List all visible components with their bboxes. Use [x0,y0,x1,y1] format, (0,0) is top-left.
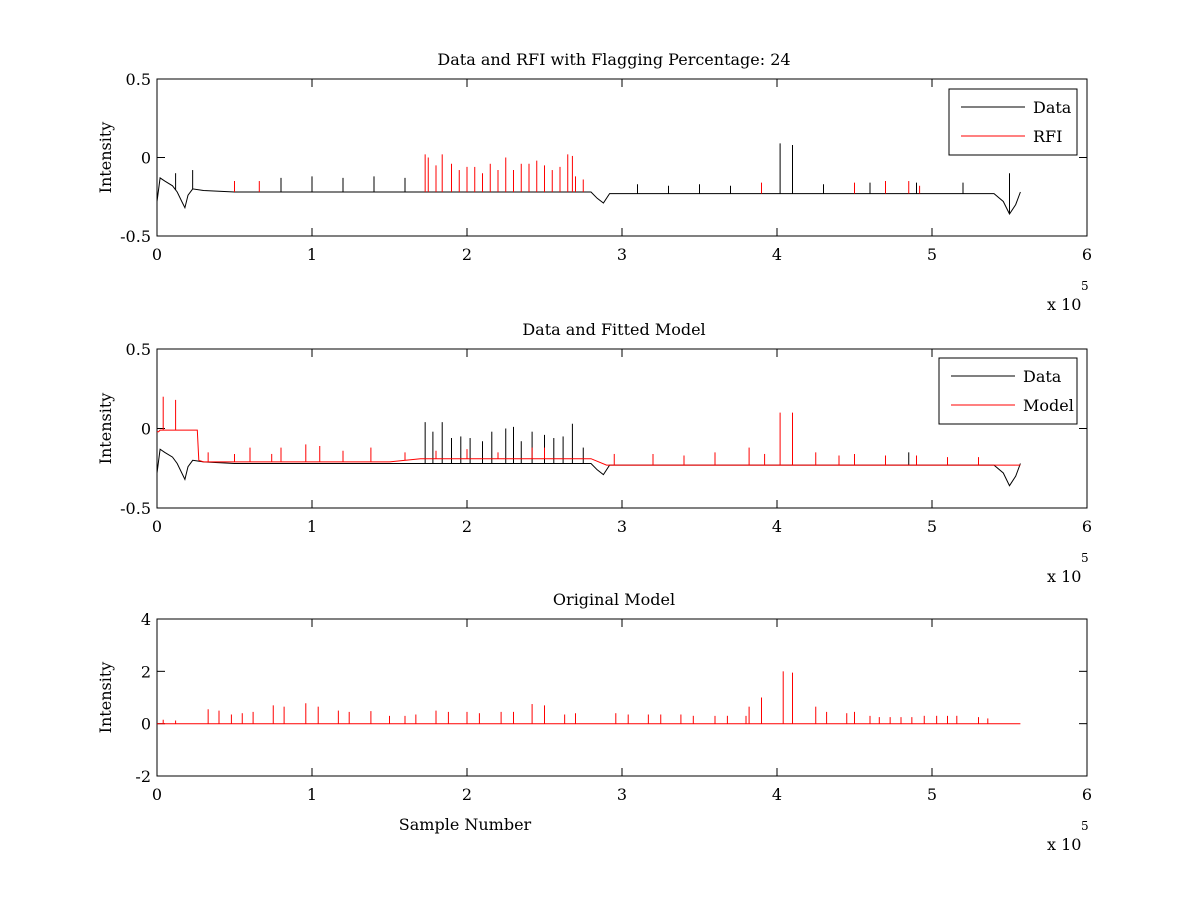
x-tick-label: 3 [617,785,627,804]
x-tick-label: 5 [927,517,937,536]
x-tick-label: 3 [617,517,627,536]
x-tick-label: 1 [307,517,317,536]
y-tick-label: -2 [135,767,151,786]
x-tick-label: 5 [927,245,937,264]
x-tick-label: 0 [152,245,162,264]
x-tick-label: 4 [772,517,782,536]
legend-entry-label: Data [1023,367,1062,386]
y-tick-label: 0 [141,715,151,734]
y-tick-label: 0.5 [126,340,151,359]
x-tick-label: 0 [152,517,162,536]
x-tick-label: 4 [772,785,782,804]
legend-box [938,357,1078,425]
x-tick-label: 2 [462,517,472,536]
legend-entry-label: Data [1033,98,1072,117]
y-axis-label: Intensity [96,122,115,194]
x-tick-label: 4 [772,245,782,264]
y-axis-label: Intensity [96,662,115,734]
x-multiplier-label: x 10 [1047,567,1081,586]
x-tick-label: 2 [462,785,472,804]
x-multiplier-exponent: 5 [1081,819,1089,833]
series-line-model [157,429,1021,466]
x-tick-label: 6 [1082,785,1092,804]
legend-box [948,88,1078,156]
x-multiplier-label: x 10 [1047,295,1081,314]
x-tick-label: 1 [307,245,317,264]
y-tick-label: 0 [141,420,151,439]
x-tick-label: 2 [462,245,472,264]
series-model [157,396,1021,466]
legend: Data Model [938,357,1078,425]
y-tick-label: 0.5 [126,70,151,89]
y-axis-label: Intensity [96,393,115,465]
x-axis-label: Sample Number [399,815,532,834]
chart-title: Original Model [553,590,675,609]
chart-title: Data and RFI with Flagging Percentage: 2… [437,50,790,69]
x-tick-label: 1 [307,785,317,804]
x-tick-label: 6 [1082,245,1092,264]
y-tick-label: -0.5 [120,499,151,518]
series-rfi [234,154,921,194]
legend-entry-label: RFI [1033,127,1062,146]
x-tick-label: 5 [927,785,937,804]
x-multiplier-label: x 10 [1047,835,1081,854]
x-tick-label: 3 [617,245,627,264]
y-tick-label: 2 [141,662,151,681]
x-multiplier-exponent: 5 [1081,551,1089,565]
x-tick-label: 6 [1082,517,1092,536]
y-tick-label: 0 [141,149,151,168]
legend: Data RFI [948,88,1078,156]
y-tick-label: 4 [141,610,151,629]
series-model [157,671,1021,725]
y-tick-label: -0.5 [120,227,151,246]
x-multiplier-exponent: 5 [1081,279,1089,293]
legend-entry-label: Model [1023,396,1074,415]
x-tick-label: 0 [152,785,162,804]
chart-title: Data and Fitted Model [522,320,705,339]
